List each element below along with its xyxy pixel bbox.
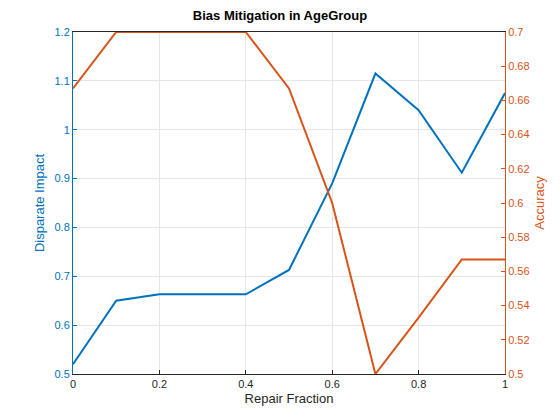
svg-text:0.6: 0.6	[325, 378, 340, 390]
svg-text:Repair Fraction: Repair Fraction	[245, 391, 334, 406]
svg-text:0.6: 0.6	[55, 319, 70, 331]
svg-text:0.5: 0.5	[55, 368, 70, 380]
svg-text:0.2: 0.2	[152, 378, 167, 390]
svg-text:Disparate Impact: Disparate Impact	[32, 153, 47, 252]
svg-text:0: 0	[70, 378, 76, 390]
svg-text:Bias Mitigation in AgeGroup: Bias Mitigation in AgeGroup	[193, 8, 367, 23]
svg-text:1: 1	[502, 378, 508, 390]
svg-text:0.6: 0.6	[508, 197, 523, 209]
svg-text:0.62: 0.62	[508, 163, 529, 175]
svg-text:0.4: 0.4	[238, 378, 253, 390]
svg-text:1.1: 1.1	[55, 75, 70, 87]
svg-text:0.7: 0.7	[508, 26, 523, 38]
svg-text:1.2: 1.2	[55, 26, 70, 38]
svg-text:0.8: 0.8	[55, 221, 70, 233]
svg-text:0.5: 0.5	[508, 368, 523, 380]
svg-text:0.66: 0.66	[508, 94, 529, 106]
svg-text:0.58: 0.58	[508, 231, 529, 243]
svg-text:Accuracy: Accuracy	[532, 176, 547, 230]
svg-text:0.9: 0.9	[55, 172, 70, 184]
svg-text:0.64: 0.64	[508, 128, 529, 140]
svg-text:0.52: 0.52	[508, 334, 529, 346]
svg-text:0.8: 0.8	[411, 378, 426, 390]
svg-text:0.68: 0.68	[508, 60, 529, 72]
svg-text:0.54: 0.54	[508, 299, 529, 311]
svg-text:0.56: 0.56	[508, 265, 529, 277]
svg-text:1: 1	[64, 124, 70, 136]
svg-text:0.7: 0.7	[55, 270, 70, 282]
